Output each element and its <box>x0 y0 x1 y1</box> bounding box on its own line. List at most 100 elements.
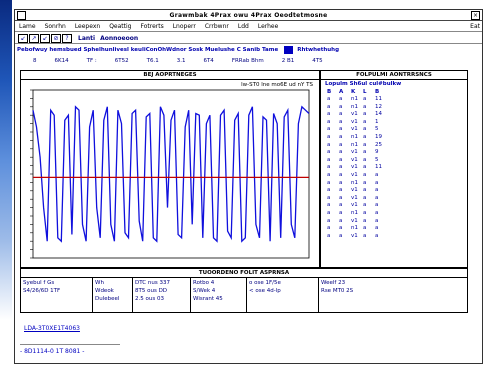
table-cell: a <box>363 225 375 233</box>
bottom-panel-header: TUOORDENO FOLIT ASPRNSA <box>20 268 468 277</box>
table-row[interactable]: a a v1 a a <box>321 172 467 180</box>
table-row[interactable]: a a v1 a 5 <box>321 126 467 134</box>
table-cell: a <box>375 218 387 226</box>
tool-button-3[interactable]: ↙ <box>40 34 50 43</box>
table-row[interactable]: a a n1 a 12 <box>321 104 467 112</box>
table-cell: a <box>339 233 351 241</box>
table-cell: v1 <box>351 187 363 195</box>
table-cell: n1 <box>351 134 363 142</box>
table-cell: n1 <box>351 96 363 104</box>
table-cell: a <box>327 210 339 218</box>
table-row[interactable]: a a n1 a 19 <box>321 134 467 142</box>
table-cell: n1 <box>351 142 363 150</box>
table-header: FOLPULMI AONTRRSNCS <box>321 71 467 80</box>
table-cell: n1 <box>351 180 363 188</box>
bottom-cell: o ose 1F/5e <box>249 279 316 287</box>
table-cell: 25 <box>375 142 387 150</box>
menu-item[interactable]: Qeattig <box>109 23 131 30</box>
bottom-cell: Wdeok <box>95 287 130 295</box>
toolbar-label-2: Aonnoeoon <box>100 35 138 42</box>
table-row[interactable]: a a n1 a a <box>321 180 467 188</box>
table-cell: n1 <box>351 104 363 112</box>
table-row[interactable]: a a v1 a 5 <box>321 157 467 165</box>
table-cell: a <box>363 187 375 195</box>
table-row[interactable]: a a v1 a 9 <box>321 149 467 157</box>
table-row[interactable]: a a n1 a a <box>321 225 467 233</box>
table-row[interactable]: a a n1 a 25 <box>321 142 467 150</box>
table-cell: a <box>375 233 387 241</box>
table-cell: v1 <box>351 218 363 226</box>
table-cell: a <box>339 104 351 112</box>
bottom-cell: DTC nus 337 <box>135 279 188 287</box>
table-cell: 5 <box>375 126 387 134</box>
menu-item[interactable]: Lerhee <box>258 23 278 30</box>
table-cell: a <box>339 126 351 134</box>
table-cell: a <box>327 187 339 195</box>
table-cell: 12 <box>375 104 387 112</box>
table-cell: v1 <box>351 164 363 172</box>
menu-item[interactable]: Sonrhn <box>45 23 66 30</box>
help-button[interactable]: ? <box>62 34 72 43</box>
table-cell: a <box>339 180 351 188</box>
table-row[interactable]: a a n1 a a <box>321 210 467 218</box>
table-cell: n1 <box>351 225 363 233</box>
table-cell: a <box>339 142 351 150</box>
table-cell: a <box>363 126 375 134</box>
tool-button-1[interactable]: ↙ <box>18 34 28 43</box>
trace-chart[interactable] <box>21 80 319 268</box>
table-cell: a <box>327 225 339 233</box>
chart-readout: lw-ST0 lne mo6E ud nY TS <box>241 82 313 88</box>
status-square-icon[interactable] <box>284 46 293 54</box>
bottom-col-5: o ose 1F/5e < ose 4d-lp <box>247 278 319 312</box>
table-cell: v1 <box>351 172 363 180</box>
desktop-top <box>0 0 485 8</box>
table-cell: a <box>327 172 339 180</box>
table-row[interactable]: a a v1 a 14 <box>321 111 467 119</box>
table-row[interactable]: a a v1 a a <box>321 218 467 226</box>
table-cell: a <box>363 111 375 119</box>
table-subheader: Lopulm Sh6ul cul#bulkw <box>321 80 467 88</box>
status-right-text: Rhtwhethuhg <box>297 47 339 53</box>
table-row[interactable]: a a v1 a 11 <box>321 164 467 172</box>
tool-button-4[interactable]: ⊘ <box>51 34 61 43</box>
chart-header: BEJ AOPRTNEGES <box>21 71 319 80</box>
menu-item[interactable]: Lame <box>19 23 36 30</box>
table-cell: a <box>339 111 351 119</box>
table-cell: a <box>327 142 339 150</box>
value-cell: 3.1 <box>177 58 186 64</box>
table-cell: v1 <box>351 157 363 165</box>
table-cell: a <box>363 195 375 203</box>
bottom-cell: < ose 4d-lp <box>249 287 316 295</box>
table-cell: v1 <box>351 149 363 157</box>
close-icon[interactable]: × <box>471 11 480 20</box>
bottom-cell: Wh <box>95 279 130 287</box>
table-row[interactable]: a a v1 a a <box>321 202 467 210</box>
table-cell: a <box>375 195 387 203</box>
table-row[interactable]: a a v1 a a <box>321 187 467 195</box>
table-cell: a <box>327 164 339 172</box>
table-row[interactable]: a a v1 a a <box>321 195 467 203</box>
window-title: Grawmbak 4Prax owu 4Prax Oeodtetmosne <box>26 12 471 19</box>
table-cell: v1 <box>351 119 363 127</box>
table-row[interactable]: a a v1 a 1 <box>321 119 467 127</box>
tool-button-2[interactable]: ↗ <box>29 34 39 43</box>
bottom-cell: Rotbo 4 <box>193 279 244 287</box>
toolbar-label-1: Lanti <box>78 35 95 42</box>
system-menu-icon[interactable] <box>17 11 26 20</box>
menu-item[interactable]: Fotrerts <box>140 23 163 30</box>
table-row[interactable]: a a v1 a a <box>321 233 467 241</box>
bottom-col-2: Wh Wdeok Dulebeel <box>93 278 133 312</box>
menu-item[interactable]: Leepexn <box>75 23 100 30</box>
table-cell: a <box>339 202 351 210</box>
menu-item[interactable]: Lnoperr <box>173 23 196 30</box>
table-cell: a <box>363 149 375 157</box>
column-header: B <box>375 88 387 96</box>
table-row[interactable]: a a n1 a 11 <box>321 96 467 104</box>
menu-item[interactable]: Ldd <box>238 23 249 30</box>
table-cell: 5 <box>375 157 387 165</box>
reference-link[interactable]: LDA-3T0XE1T4063 <box>24 325 80 332</box>
menu-item[interactable]: Crrbwnr <box>205 23 229 30</box>
title-bar: Grawmbak 4Prax owu 4Prax Oeodtetmosne × <box>15 10 482 21</box>
table-body: a a n1 a 11 a a n1 a 12 a a v1 a 14 a a v1 a 1 a a v1 a 5 a a n1 a 19… <box>321 96 467 240</box>
column-header: L <box>363 88 375 96</box>
